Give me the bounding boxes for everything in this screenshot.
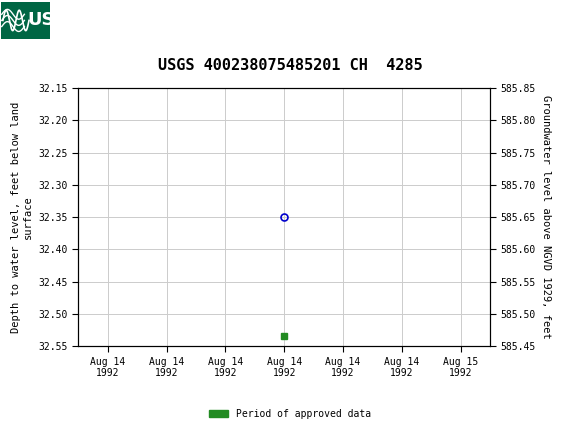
Y-axis label: Groundwater level above NGVD 1929, feet: Groundwater level above NGVD 1929, feet xyxy=(541,95,552,339)
Text: USGS: USGS xyxy=(28,12,83,29)
Legend: Period of approved data: Period of approved data xyxy=(205,405,375,423)
Text: USGS 400238075485201 CH  4285: USGS 400238075485201 CH 4285 xyxy=(158,58,422,74)
Y-axis label: Depth to water level, feet below land
surface: Depth to water level, feet below land su… xyxy=(12,101,33,333)
FancyBboxPatch shape xyxy=(1,2,50,39)
